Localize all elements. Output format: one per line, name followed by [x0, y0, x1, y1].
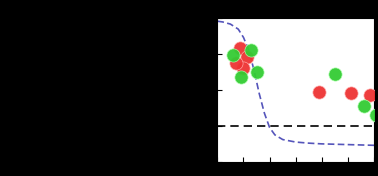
Point — [254, 70, 260, 73]
Point — [232, 61, 239, 64]
Point — [245, 56, 251, 59]
Point — [240, 67, 246, 70]
Point — [248, 49, 254, 52]
Point — [332, 72, 338, 75]
Y-axis label: Sensor Output: Sensor Output — [190, 45, 200, 135]
Point — [372, 114, 378, 117]
Point — [316, 90, 322, 93]
Point — [237, 47, 243, 50]
Point — [361, 105, 367, 107]
Point — [367, 94, 373, 97]
Point — [230, 54, 236, 57]
Point — [238, 76, 244, 78]
Point — [348, 92, 354, 95]
